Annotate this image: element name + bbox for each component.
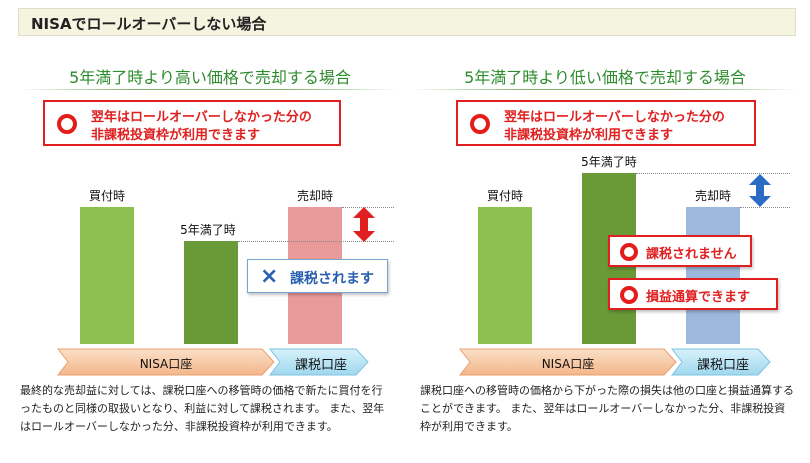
left-description: 最終的な売却益に対しては、課税口座への移管時の価格で新たに買付を行ったものと同様…	[20, 384, 385, 433]
section-header: NISAでロールオーバーしない場合	[18, 8, 796, 36]
taxed-box: × 課税されます	[247, 259, 388, 293]
not-taxed-text: 課税されません	[646, 247, 737, 262]
left-maturity-level-line	[238, 241, 394, 242]
left-taxable-account-label: 課税口座	[294, 358, 347, 373]
right-title-rule	[412, 89, 798, 90]
left-nisa-account-arrow	[56, 348, 275, 376]
callout-line-2: 非課税投資枠が利用できます	[91, 128, 261, 143]
left-maturity-bar	[184, 241, 238, 344]
right-sell-bar	[686, 207, 740, 344]
left-maturity-label: 5年満了時	[180, 223, 236, 237]
right-nisa-account-arrow	[458, 348, 677, 376]
right-taxable-account-arrow	[670, 348, 771, 376]
left-rollover-callout: 翌年はロールオーバーしなかった分の 非課税投資枠が利用できます	[43, 100, 341, 146]
cross-icon: ×	[260, 264, 279, 289]
left-buy-label: 買付時	[88, 189, 125, 203]
callout-line-2: 非課税投資枠が利用できます	[504, 128, 674, 143]
not-taxed-box: 課税されません	[608, 235, 752, 267]
left-sell-label: 売却時	[296, 189, 333, 203]
left-gain-arrow-icon	[353, 207, 375, 242]
right-rollover-callout: 翌年はロールオーバーしなかった分の 非課税投資枠が利用できます	[456, 100, 756, 146]
callout-line-1: 翌年はロールオーバーしなかった分の	[504, 110, 725, 125]
right-buy-bar	[478, 207, 532, 344]
right-loss-arrow-icon	[749, 174, 771, 207]
callout-line-1: 翌年はロールオーバーしなかった分の	[91, 110, 312, 125]
left-taxable-account-arrow	[268, 348, 369, 376]
right-panel-title: 5年満了時より低い価格で売却する場合	[464, 68, 746, 87]
right-maturity-label: 5年満了時	[581, 155, 637, 169]
section-title: NISAでロールオーバーしない場合	[31, 15, 267, 33]
circle-ok-icon	[620, 243, 638, 261]
left-nisa-account-label: NISA口座	[139, 357, 193, 371]
right-sell-level-line	[740, 207, 790, 208]
right-maturity-level-line	[636, 173, 790, 174]
left-sell-level-line	[342, 207, 394, 208]
loss-offset-text: 損益通算できます	[646, 290, 751, 305]
right-description: 課税口座への移管時の価格から下がった際の損失は他の口座と損益通算することができま…	[420, 384, 794, 433]
circle-ok-icon	[57, 114, 77, 134]
right-taxable-account-label: 課税口座	[696, 358, 749, 373]
left-buy-bar	[80, 207, 134, 344]
left-panel-title: 5年満了時より高い価格で売却する場合	[69, 68, 351, 87]
right-nisa-account-label: NISA口座	[541, 357, 595, 371]
right-sell-label: 売却時	[694, 189, 731, 203]
taxed-text: 課税されます	[290, 271, 374, 287]
circle-ok-icon	[470, 114, 490, 134]
loss-offset-box: 損益通算できます	[608, 278, 778, 310]
circle-ok-icon	[620, 286, 638, 304]
right-buy-label: 買付時	[486, 189, 523, 203]
left-title-rule	[20, 89, 400, 90]
